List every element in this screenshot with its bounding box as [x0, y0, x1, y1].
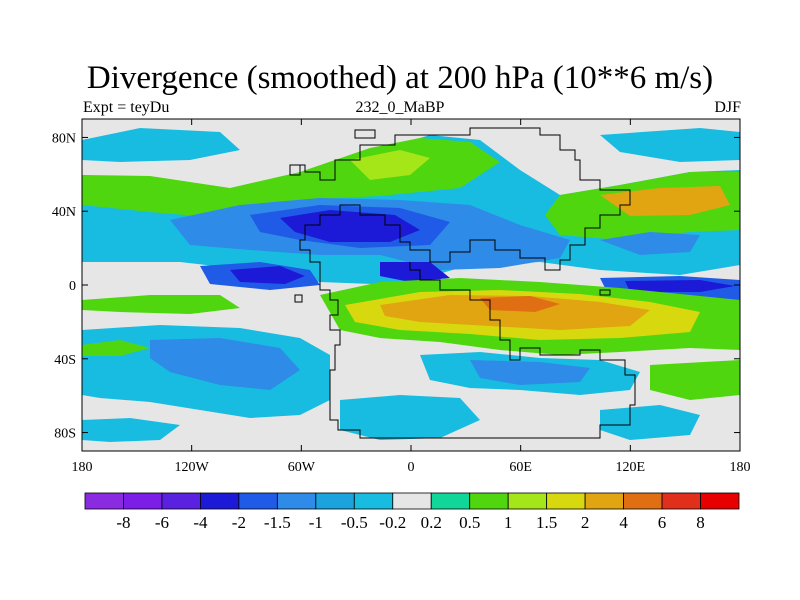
- season-label: DJF: [714, 99, 741, 116]
- colorbar-label: -0.2: [379, 513, 406, 532]
- colorbar-swatch: [430, 492, 471, 510]
- colorbar-swatch: [84, 492, 124, 510]
- x-tick-label: 180: [72, 460, 93, 475]
- colorbar-swatch: [276, 492, 317, 510]
- colorbar-swatch: [123, 492, 163, 510]
- divergence-field: [82, 119, 740, 451]
- colorbar-label: -1.5: [264, 513, 291, 532]
- colorbar-label: 2: [581, 513, 590, 532]
- colorbar-label: 1.5: [536, 513, 557, 532]
- colorbar-label: 1: [504, 513, 513, 532]
- y-tick-label: 80S: [54, 427, 76, 442]
- colorbar-swatch: [507, 492, 548, 510]
- colorbar-swatch: [661, 492, 701, 510]
- colorbar-label: 8: [696, 513, 705, 532]
- colorbar-label: 4: [619, 513, 628, 532]
- colorbar-swatch: [315, 492, 355, 510]
- colorbar-swatch: [238, 492, 278, 510]
- x-tick-label: 60W: [288, 460, 316, 475]
- colorbar-swatch: [469, 492, 509, 510]
- y-tick-label: 40N: [52, 205, 76, 220]
- colorbar-label: -4: [193, 513, 208, 532]
- x-tick-label: 120W: [175, 460, 210, 475]
- experiment-label: Expt = teyDu: [83, 99, 170, 116]
- y-tick-label: 40S: [54, 353, 76, 368]
- x-tick-label: 0: [408, 460, 415, 475]
- colorbar-label: 0.5: [459, 513, 480, 532]
- run-id-label: 232_0_MaBP: [355, 99, 445, 116]
- colorbar-label: -2: [232, 513, 246, 532]
- colorbar-label: 6: [658, 513, 667, 532]
- colorbar-label: -0.5: [341, 513, 368, 532]
- x-tick-label: 180: [730, 460, 751, 475]
- y-tick-label: 0: [69, 279, 76, 294]
- x-tick-label: 120E: [616, 460, 646, 475]
- colorbar-swatch: [353, 492, 394, 510]
- plot-title: Divergence (smoothed) at 200 hPa (10**6 …: [86, 60, 714, 96]
- colorbar-label: -1: [309, 513, 323, 532]
- colorbar-label: 0.2: [421, 513, 442, 532]
- colorbar-swatch: [161, 492, 201, 510]
- coastline-outline: [289, 127, 636, 439]
- y-tick-label: 80N: [52, 131, 76, 146]
- axis-ticks: 180 120W 60W 0 60E 120E 180 80N 40N 0 40S 80S: [52, 119, 751, 475]
- x-tick-label: 60E: [509, 460, 532, 475]
- colorbar-swatch: [546, 492, 586, 510]
- colorbar-swatch: [584, 492, 624, 510]
- colorbar-swatch: [623, 492, 663, 510]
- colorbar-label: -6: [155, 513, 169, 532]
- colorbar-label: -8: [116, 513, 130, 532]
- colorbar: -8 -6 -4 -2 -1.5 -1 -0.5 -0.2 0.2 0.5 1 1.5 2 4 6 8: [84, 492, 740, 532]
- colorbar-swatch: [200, 492, 240, 510]
- colorbar-swatch: [392, 492, 432, 510]
- colorbar-swatch: [700, 492, 740, 510]
